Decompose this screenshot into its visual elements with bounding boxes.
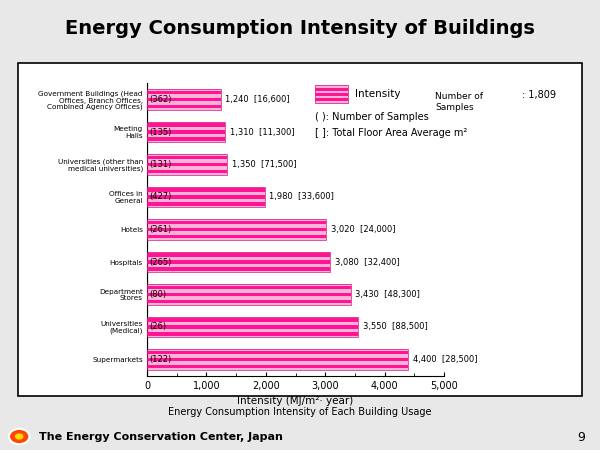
- Bar: [147, 235, 326, 238]
- Bar: [147, 300, 351, 303]
- Text: Number of
Samples: Number of Samples: [435, 92, 483, 112]
- Bar: [147, 137, 225, 141]
- Bar: [147, 188, 265, 192]
- Bar: [147, 351, 409, 354]
- Bar: [147, 358, 409, 361]
- Bar: [147, 267, 330, 271]
- Bar: [147, 154, 227, 175]
- Bar: [147, 253, 330, 256]
- Bar: [147, 349, 409, 369]
- Text: (26): (26): [149, 323, 166, 332]
- Text: (122): (122): [149, 355, 171, 364]
- Bar: [147, 122, 225, 142]
- Bar: [147, 228, 326, 231]
- Text: 3,550  [88,500]: 3,550 [88,500]: [362, 323, 427, 332]
- X-axis label: Intensity (MJ/m²· year): Intensity (MJ/m²· year): [238, 396, 353, 406]
- Bar: [147, 105, 221, 108]
- Text: 1,980  [33,600]: 1,980 [33,600]: [269, 193, 334, 202]
- Text: (265): (265): [149, 257, 171, 266]
- Text: Energy Consumption Intensity of Buildings: Energy Consumption Intensity of Building…: [65, 18, 535, 38]
- Bar: [147, 318, 358, 322]
- Text: 4,400  [28,500]: 4,400 [28,500]: [413, 355, 478, 364]
- Bar: [147, 90, 221, 94]
- Text: 1,240  [16,600]: 1,240 [16,600]: [226, 95, 290, 104]
- Bar: [147, 260, 330, 264]
- Bar: [147, 349, 409, 369]
- Bar: [147, 187, 265, 207]
- Bar: [147, 122, 225, 142]
- Bar: [147, 170, 227, 173]
- Bar: [147, 333, 358, 336]
- Text: (362): (362): [149, 95, 171, 104]
- Bar: [147, 90, 221, 109]
- Bar: [147, 187, 265, 207]
- Bar: [147, 195, 265, 199]
- Text: 1,310  [11,300]: 1,310 [11,300]: [230, 127, 294, 136]
- Bar: [147, 220, 326, 239]
- Text: 3,020  [24,000]: 3,020 [24,000]: [331, 225, 395, 234]
- Text: Intensity: Intensity: [355, 89, 401, 99]
- Bar: [147, 292, 351, 296]
- Text: (261): (261): [149, 225, 171, 234]
- Bar: [147, 317, 358, 337]
- Text: ( ): Number of Samples: ( ): Number of Samples: [315, 112, 429, 122]
- Bar: [147, 252, 330, 272]
- Text: 3,430  [48,300]: 3,430 [48,300]: [355, 290, 421, 299]
- Text: 9: 9: [577, 431, 585, 444]
- Bar: [147, 220, 326, 224]
- Bar: [147, 156, 227, 159]
- Bar: [147, 317, 358, 337]
- Bar: [147, 284, 351, 305]
- Bar: [147, 252, 330, 272]
- Bar: [147, 202, 265, 206]
- Text: [ ]: Total Floor Area Average m²: [ ]: Total Floor Area Average m²: [315, 128, 467, 138]
- Text: (80): (80): [149, 290, 166, 299]
- Bar: [147, 98, 221, 101]
- Text: (131): (131): [149, 160, 171, 169]
- Bar: [147, 325, 358, 329]
- Bar: [147, 154, 227, 175]
- Bar: [147, 220, 326, 239]
- Text: 3,080  [32,400]: 3,080 [32,400]: [335, 257, 400, 266]
- Text: (135): (135): [149, 127, 171, 136]
- Text: 1,350  [71,500]: 1,350 [71,500]: [232, 160, 296, 169]
- Text: (427): (427): [149, 193, 171, 202]
- Bar: [147, 90, 221, 109]
- Text: Energy Consumption Intensity of Each Building Usage: Energy Consumption Intensity of Each Bui…: [168, 407, 432, 417]
- Bar: [147, 286, 351, 289]
- Bar: [147, 163, 227, 166]
- Bar: [147, 284, 351, 305]
- Bar: [147, 365, 409, 369]
- Bar: [147, 123, 225, 126]
- Bar: [147, 130, 225, 134]
- Text: The Energy Conservation Center, Japan: The Energy Conservation Center, Japan: [39, 432, 283, 441]
- Text: : 1,809: : 1,809: [522, 90, 556, 100]
